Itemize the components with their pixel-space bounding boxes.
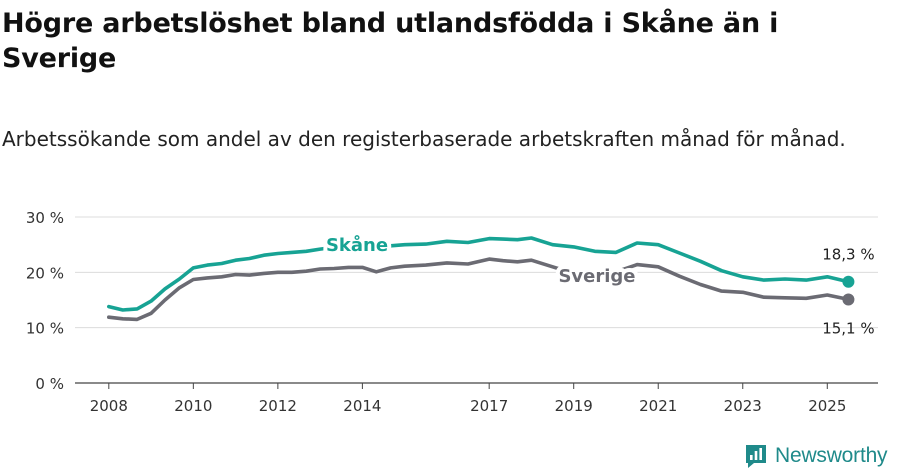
y-tick-label: 0 % (35, 375, 64, 393)
skane-end-point (842, 275, 855, 288)
skane-end-label: 18,3 % (822, 246, 874, 264)
x-tick-label: 2008 (90, 397, 128, 415)
x-tick-label: 2017 (470, 397, 508, 415)
x-tick-label: 2025 (808, 397, 846, 415)
y-tick-label: 20 % (26, 264, 64, 282)
skane-series-label-halo: Skåne (326, 234, 388, 256)
brand-name: Newsworthy (775, 444, 888, 467)
x-tick-label: 2023 (724, 397, 762, 415)
x-tick-label: 2010 (174, 397, 212, 415)
sverige-end-label: 15,1 % (822, 319, 874, 337)
sverige-series-label: Sverige (558, 266, 635, 287)
x-tick-label: 2021 (639, 397, 677, 415)
newsworthy-logo-icon (746, 445, 766, 468)
sverige-end-point (842, 293, 855, 306)
page-subtitle: Arbetssökande som andel av den registerb… (2, 127, 846, 151)
x-tick-label: 2014 (343, 397, 381, 415)
page-title: Högre arbetslöshet bland utlandsfödda i … (2, 8, 779, 74)
skane-line (107, 236, 851, 312)
sverige-line (107, 257, 851, 322)
y-tick-label: 10 % (26, 320, 64, 338)
x-tick-label: 2019 (555, 397, 593, 415)
skane-series-label: Skåne (326, 234, 388, 256)
x-tick-label: 2012 (259, 397, 297, 415)
y-tick-label: 30 % (26, 209, 64, 227)
sverige-series-label-halo: Sverige (558, 266, 635, 287)
brand-logo: Newsworthy (744, 443, 888, 469)
